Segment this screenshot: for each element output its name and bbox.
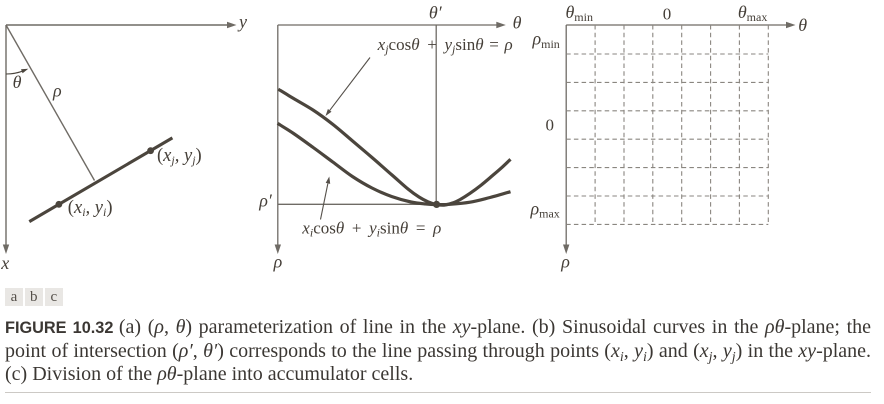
svg-text:θmin: θmin: [565, 2, 593, 24]
svg-text:0: 0: [546, 116, 555, 135]
svg-text:ρmax: ρmax: [529, 198, 559, 220]
svg-text:xicosθ + yisinθ = ρ: xicosθ + yisinθ = ρ: [301, 219, 441, 240]
svg-text:ρ′: ρ′: [258, 190, 273, 210]
svg-text:ρmin: ρmin: [531, 29, 559, 51]
svg-text:(xi, yi): (xi, yi): [68, 198, 113, 219]
svg-text:0: 0: [663, 5, 672, 24]
svg-text:θ: θ: [513, 13, 522, 33]
svg-text:θ′: θ′: [429, 3, 443, 23]
svg-text:xjcosθ + yjsinθ = ρ: xjcosθ + yjsinθ = ρ: [377, 35, 513, 56]
svg-text:(xj, yj): (xj, yj): [157, 146, 202, 167]
svg-text:ρ: ρ: [52, 81, 62, 101]
svg-text:ρ: ρ: [560, 252, 570, 272]
svg-text:ρ: ρ: [273, 252, 283, 272]
svg-text:θmax: θmax: [738, 2, 768, 24]
svg-text:x: x: [0, 253, 9, 273]
svg-text:θ: θ: [798, 15, 807, 35]
svg-text:y: y: [237, 11, 247, 31]
svg-text:θ: θ: [13, 72, 22, 92]
